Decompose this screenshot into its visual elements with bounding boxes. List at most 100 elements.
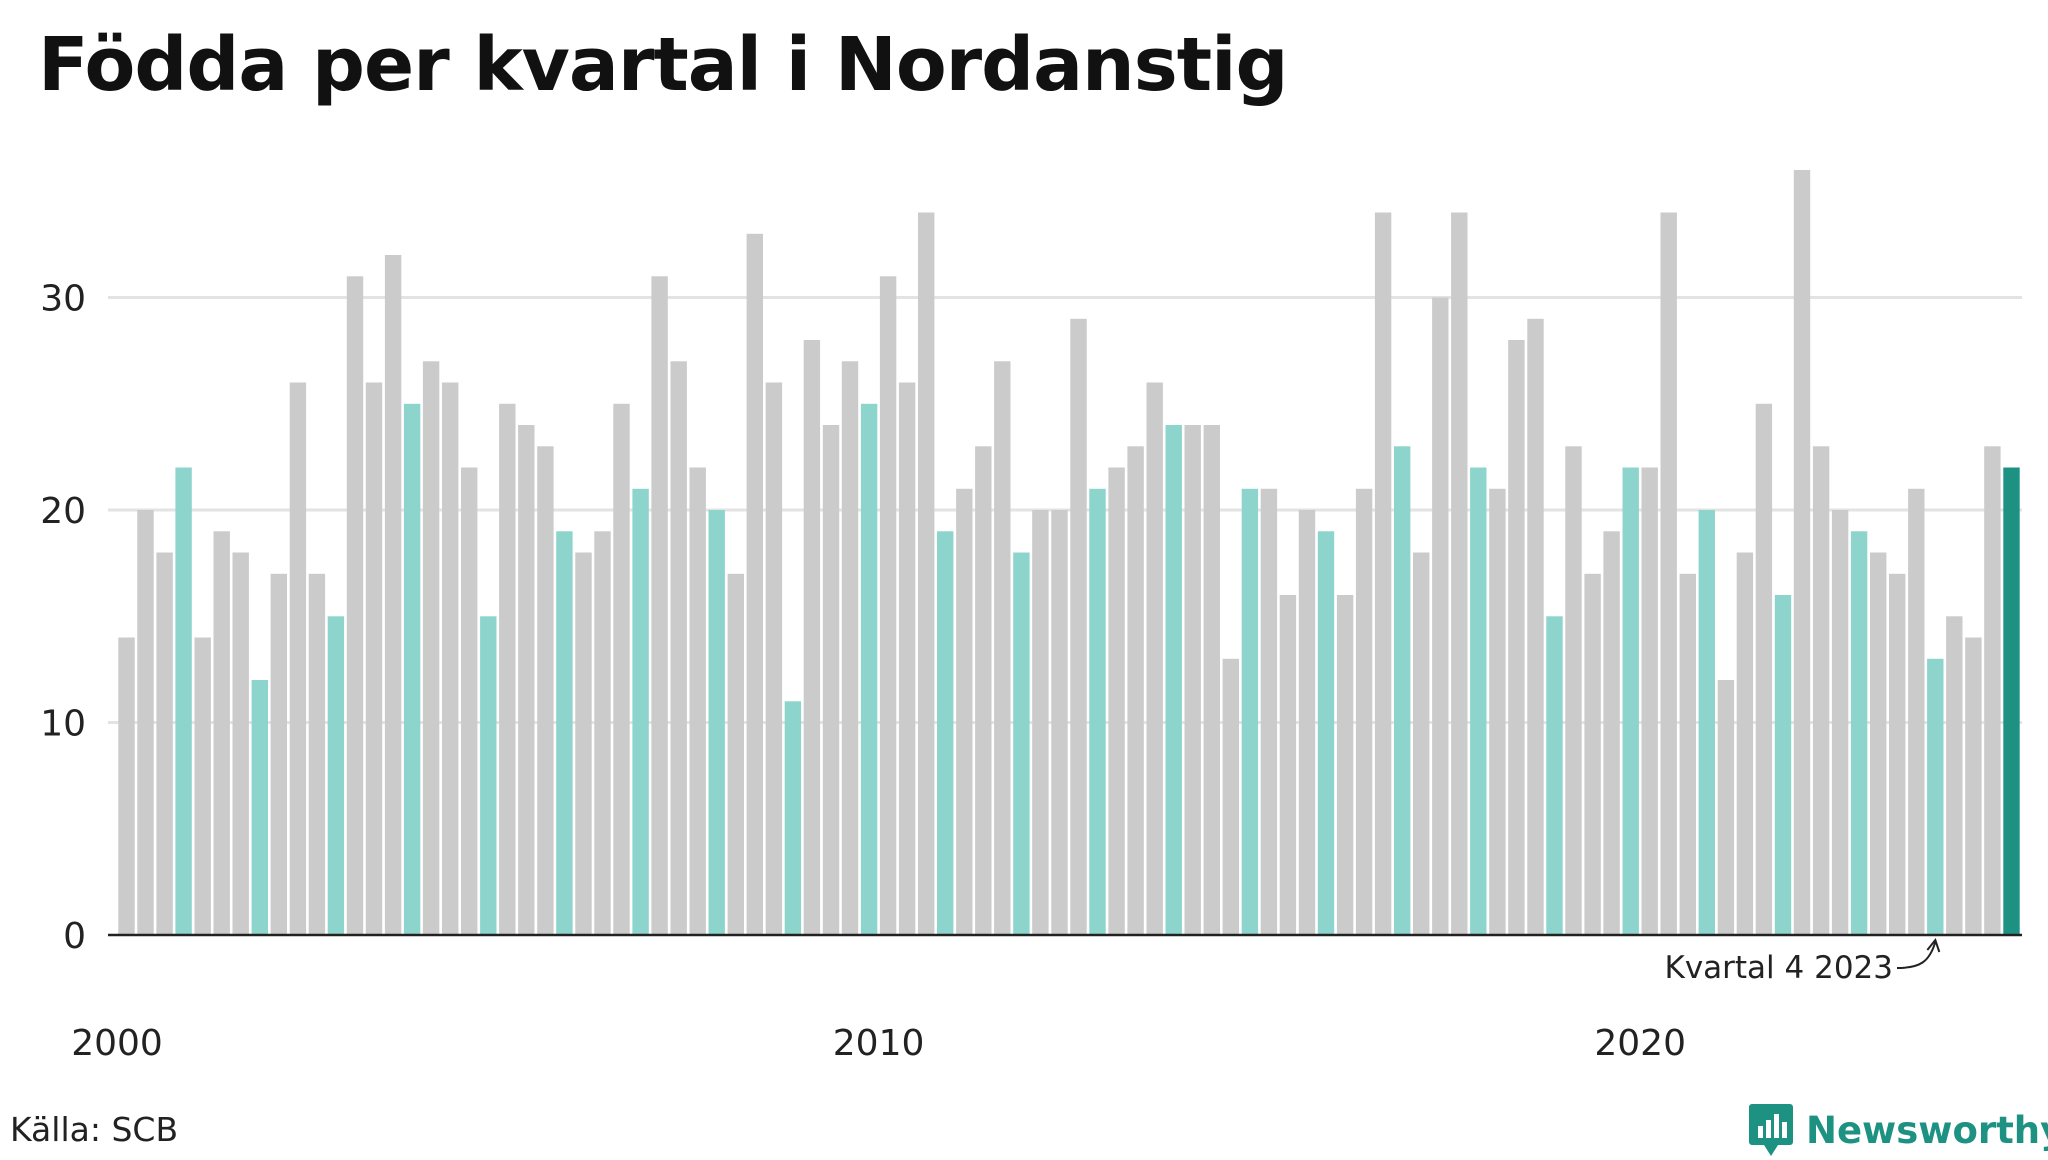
bar [708, 510, 725, 935]
bar [1908, 488, 1925, 936]
bar [1774, 595, 1792, 935]
bar [803, 340, 821, 935]
bar [1584, 573, 1601, 936]
bar [1679, 573, 1696, 936]
bar [1641, 467, 1658, 935]
bar [1432, 297, 1449, 935]
y-tick-label: 10 [40, 704, 86, 745]
y-tick-label: 20 [40, 491, 86, 532]
bar [2003, 467, 2020, 935]
bar [975, 446, 992, 936]
bar [898, 382, 916, 935]
bar [270, 573, 287, 936]
bar [1546, 616, 1563, 936]
bar [1755, 403, 1773, 936]
bar-chart-pin-icon [1749, 1104, 1793, 1156]
bar [1927, 658, 1944, 936]
bar [1850, 531, 1868, 936]
bar [1336, 595, 1354, 935]
bar [289, 382, 307, 935]
bar [1413, 552, 1430, 935]
bar [422, 361, 440, 936]
bar [1622, 467, 1639, 935]
bar [1298, 510, 1316, 935]
bar [327, 616, 345, 936]
bar [765, 382, 783, 935]
bar [841, 361, 859, 936]
bar [156, 552, 173, 935]
bar [118, 637, 135, 935]
bar [1870, 552, 1887, 935]
newsworthy-logo: Newsworthy [1748, 1100, 2048, 1160]
bar [1032, 510, 1049, 935]
bar [308, 573, 326, 936]
bar [1603, 531, 1620, 936]
bar [746, 233, 763, 936]
bar [994, 361, 1011, 936]
bar [860, 403, 878, 936]
logo-text: Newsworthy [1806, 1108, 2048, 1152]
bar [213, 531, 230, 936]
bar [461, 467, 478, 935]
bar [442, 382, 459, 935]
bar [1355, 488, 1373, 936]
bar [575, 552, 592, 935]
bar [1070, 318, 1087, 936]
bar [499, 403, 516, 936]
bar [879, 276, 897, 936]
bar [1717, 680, 1735, 935]
bar [1946, 616, 1963, 936]
bar [956, 488, 973, 936]
bar [727, 573, 744, 936]
bar [1451, 212, 1468, 935]
bar [137, 510, 154, 935]
bar [1203, 425, 1220, 935]
bar [918, 212, 935, 935]
bar [1565, 446, 1582, 936]
bar [1279, 595, 1297, 935]
bar [1812, 446, 1830, 936]
bar [518, 425, 535, 935]
x-axis-labels: 2000 2010 2020 [71, 1023, 1686, 1064]
bar [1736, 552, 1754, 935]
bar [1146, 382, 1163, 935]
bar [1527, 318, 1544, 936]
bar [556, 531, 573, 936]
bar [1241, 488, 1259, 936]
bar [251, 680, 268, 935]
bar [784, 701, 802, 936]
bar [1013, 552, 1030, 935]
bar [384, 255, 402, 935]
bar [403, 403, 421, 936]
bar [1184, 425, 1201, 935]
x-tick-label: 2020 [1594, 1023, 1686, 1064]
bar [1260, 488, 1278, 936]
source-label: Källa: SCB [10, 1110, 179, 1149]
annotation-label: Kvartal 4 2023 [1664, 950, 1893, 986]
bar [1965, 637, 1982, 935]
y-tick-label: 30 [40, 279, 86, 320]
bar [937, 531, 954, 936]
bar [232, 552, 249, 935]
y-axis-labels: 0 10 20 30 [40, 279, 86, 958]
bar [1660, 212, 1677, 935]
bar [1508, 340, 1525, 935]
bar [1317, 531, 1335, 936]
bar [1470, 467, 1487, 935]
bar [670, 361, 687, 936]
annotation-arrow [1896, 941, 1937, 969]
bar [1089, 488, 1106, 936]
bar [1394, 446, 1411, 936]
bar [1051, 510, 1068, 935]
bar [1489, 488, 1506, 936]
bar [1108, 467, 1125, 935]
chart-title: Födda per kvartal i Nordanstig [38, 22, 1288, 108]
x-tick-label: 2000 [71, 1023, 163, 1064]
bar [1831, 510, 1849, 935]
bar [1984, 446, 2001, 936]
bar [480, 616, 497, 936]
bar [594, 531, 611, 936]
annotation: Kvartal 4 2023 [1664, 937, 1941, 986]
bar [1222, 658, 1239, 936]
